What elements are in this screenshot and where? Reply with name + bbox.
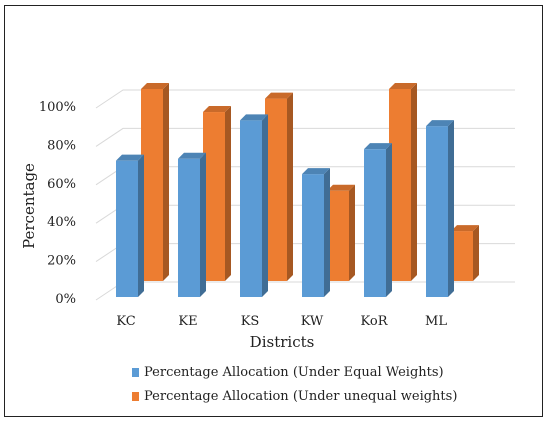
bar-unequal bbox=[451, 225, 479, 281]
bar-equal bbox=[426, 120, 454, 298]
bar-equal bbox=[240, 114, 268, 297]
bar-equal bbox=[364, 143, 392, 297]
bar-unequal bbox=[141, 83, 169, 281]
x-tick-label: ML bbox=[425, 314, 447, 329]
bars bbox=[116, 83, 479, 298]
legend: Percentage Allocation (Under Equal Weigh… bbox=[132, 362, 457, 410]
bar-unequal bbox=[389, 83, 417, 281]
x-tick-label: KE bbox=[178, 314, 197, 329]
y-tick-label: 80% bbox=[47, 138, 76, 153]
bar-equal bbox=[302, 168, 330, 297]
y-tick-label: 0% bbox=[55, 292, 76, 307]
bar-equal bbox=[178, 152, 206, 297]
gridline bbox=[95, 127, 515, 147]
y-axis-ticks: 0% 20% 40% 60% 80% 100% bbox=[39, 100, 76, 307]
x-tick-label: KoR bbox=[361, 314, 389, 329]
x-tick-label: KW bbox=[301, 314, 324, 329]
y-tick-label: 20% bbox=[47, 254, 76, 269]
x-tick-label: KC bbox=[116, 314, 135, 329]
bar-unequal bbox=[265, 92, 293, 281]
legend-swatch-unequal bbox=[132, 391, 139, 401]
gridline bbox=[95, 89, 515, 109]
x-axis-title: Districts bbox=[250, 333, 315, 351]
y-tick-label: 40% bbox=[47, 215, 76, 230]
legend-label-equal: Percentage Allocation (Under Equal Weigh… bbox=[144, 364, 444, 380]
y-axis-title: Percentage bbox=[20, 163, 38, 249]
bar-equal bbox=[116, 154, 144, 297]
legend-swatch-equal bbox=[132, 367, 139, 377]
bar-unequal bbox=[203, 106, 231, 281]
legend-label-unequal: Percentage Allocation (Under unequal wei… bbox=[144, 388, 458, 404]
bar-unequal bbox=[327, 184, 355, 281]
x-tick-label: KS bbox=[241, 314, 260, 329]
legend-item-unequal: Percentage Allocation (Under unequal wei… bbox=[132, 386, 457, 406]
x-axis-ticks: KC KE KS KW KoR ML bbox=[116, 314, 447, 329]
y-tick-label: 60% bbox=[47, 177, 76, 192]
y-tick-label: 100% bbox=[39, 100, 76, 115]
legend-item-equal: Percentage Allocation (Under Equal Weigh… bbox=[132, 362, 457, 382]
